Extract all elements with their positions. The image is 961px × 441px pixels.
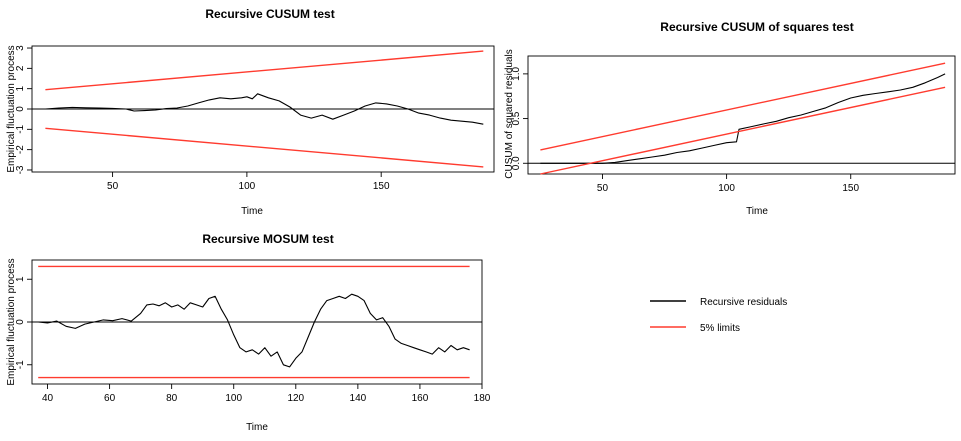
mosum-y-tick-label-2: -1 [15,360,26,369]
cusum-x-axis-label: Time [241,206,263,217]
cusum-squares-plot-box [527,55,956,175]
cusum-squares-y-tick-label-0: 1.0 [511,66,522,80]
mosum-residuals-line [38,293,470,368]
mosum-x-axis-label: Time [246,422,268,433]
cusum-squares-panel: Recursive CUSUM of squares test Time CUS… [504,20,956,217]
mosum-title: Recursive MOSUM test [202,232,333,246]
cusum-y-tick-label-6: -3 [15,165,26,174]
mosum-x-tick-label-6: 160 [412,393,429,404]
cusum-residuals-line [45,93,484,125]
mosum-x-tick-label-1: 60 [104,393,116,404]
mosum-x-tick-label-2: 80 [166,393,178,404]
cusum-title: Recursive CUSUM test [205,7,334,21]
mosum-y-tick-label-1: 0 [15,319,26,325]
cusum-squares-y-axis-label: CUSUM of squared residuals [504,49,515,179]
cusum-squares-limit-line-1 [540,62,946,151]
mosum-x-tick-label-4: 120 [287,393,304,404]
cusum-x-tick-label-1: 100 [239,181,256,192]
mosum-y-tick-label-0: 1 [15,276,26,282]
mosum-x-tick-label-3: 100 [225,393,242,404]
cusum-y-tick-label-4: -1 [15,124,26,133]
cusum-squares-x-tick-label-1: 100 [718,183,735,194]
mosum-x-tick-label-5: 140 [350,393,367,404]
cusum-squares-y-tick-label-2: 0.0 [511,156,522,170]
cusum-limit-line-1 [45,50,484,91]
mosum-x-tick-label-7: 180 [474,393,491,404]
cusum-squares-residuals-line [540,73,946,164]
cusum-squares-limit-line-2 [540,86,946,175]
cusum-y-tick-label-3: 0 [15,106,26,112]
legend-label-limits: 5% limits [700,323,740,334]
cusum-squares-x-axis-label: Time [746,206,768,217]
cusum-squares-x-tick-label-2: 150 [842,183,859,194]
cusum-y-tick-label-5: -2 [15,145,26,154]
cusum-x-tick-label-2: 150 [373,181,390,192]
cusum-y-tick-label-2: 1 [15,85,26,91]
mosum-y-axis-label: Empirical fluctuation process [6,258,17,385]
cusum-x-tick-label-0: 50 [107,181,119,192]
mosum-marks: 40 60 80 100 120 140 160 180 1 0 -1 [15,265,491,404]
cusum-panel: Recursive CUSUM test Time Empirical fluc… [6,7,495,217]
cusum-squares-y-tick-label-1: 0.5 [511,111,522,125]
mosum-panel: Recursive MOSUM test Time Empirical fluc… [6,232,491,433]
cusum-y-axis-label: Empirical fluctuation process [6,45,17,172]
legend: Recursive residuals 5% limits [650,297,787,334]
legend-label-residuals: Recursive residuals [700,297,787,308]
cusum-y-tick-label-0: 3 [15,45,26,51]
cusum-limit-line-2 [45,127,484,168]
cusum-squares-title: Recursive CUSUM of squares test [660,20,853,34]
cusum-y-tick-label-1: 2 [15,65,26,71]
cusum-marks: 50 100 150 3 2 1 0 -1 -2 -3 [15,45,494,192]
cusum-squares-marks: 50 100 150 1.0 0.5 0.0 [511,62,955,194]
cusum-squares-x-tick-label-0: 50 [597,183,609,194]
mosum-x-tick-label-0: 40 [42,393,54,404]
